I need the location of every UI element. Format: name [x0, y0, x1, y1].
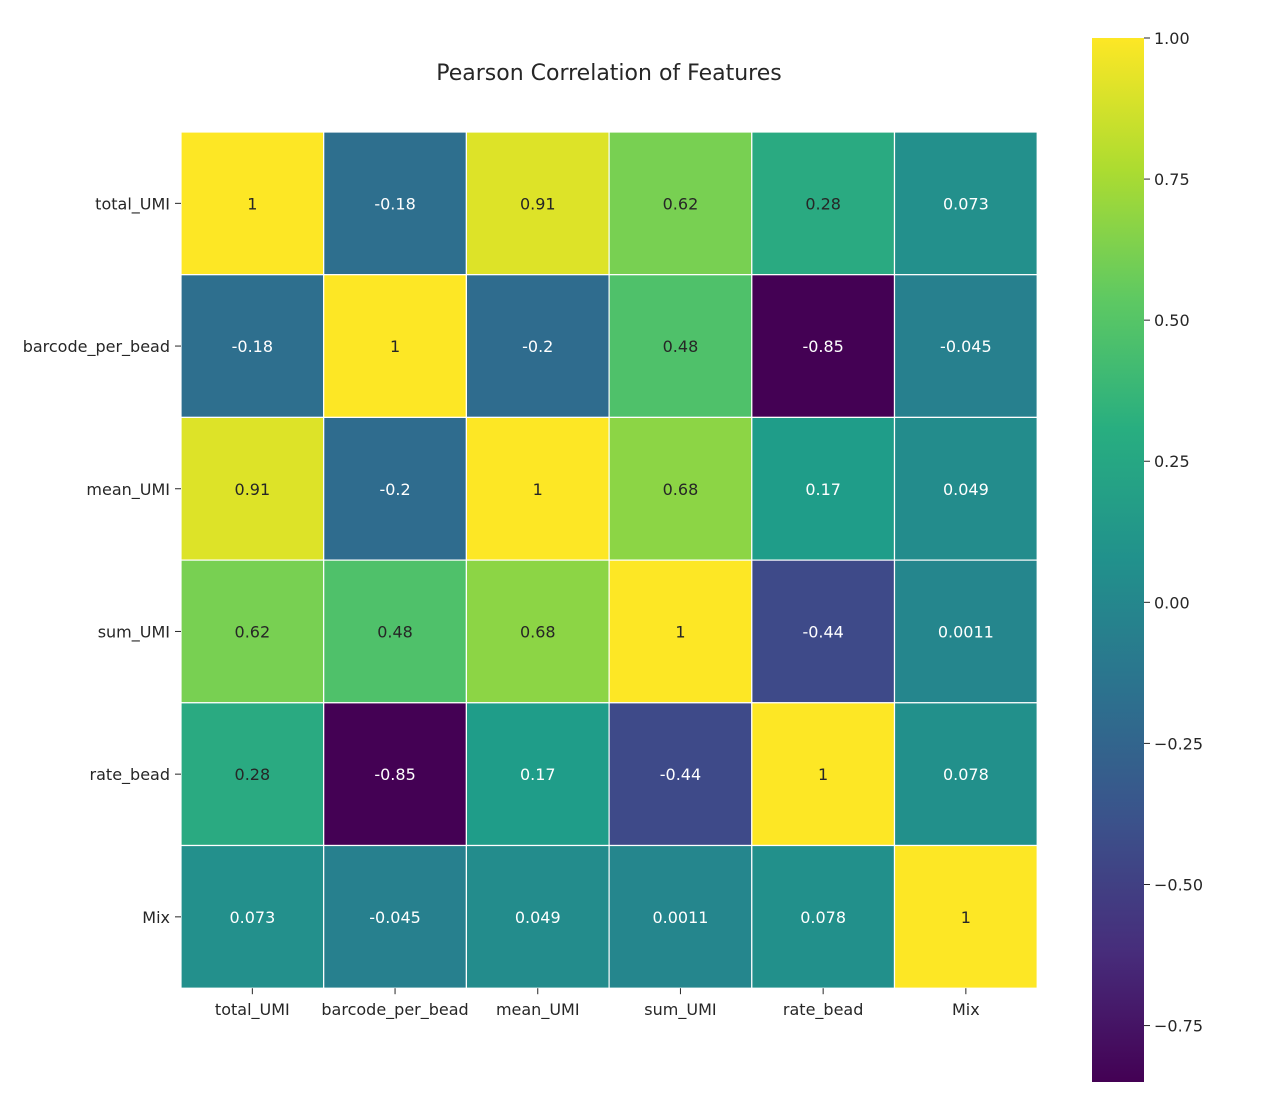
- y-tick-label: mean_UMI: [86, 480, 170, 500]
- colorbar: [1092, 38, 1144, 1082]
- cell-annotation: 0.073: [943, 194, 989, 213]
- cell-annotation: 0.68: [520, 622, 556, 641]
- cell-annotation: 0.17: [520, 765, 556, 784]
- colorbar-tick-label: 0.00: [1154, 593, 1190, 612]
- cell-annotation: 0.049: [515, 908, 561, 927]
- colorbar-tick-label: −0.50: [1154, 875, 1203, 894]
- cell-annotation: -0.045: [940, 337, 992, 356]
- cell-annotation: 0.91: [235, 480, 271, 499]
- cell-annotation: 1: [247, 194, 257, 213]
- y-tick-label: total_UMI: [95, 194, 170, 214]
- colorbar-tick-label: 0.75: [1154, 170, 1190, 189]
- colorbar-tick-label: 0.50: [1154, 311, 1190, 330]
- cell-annotation: -0.44: [660, 765, 701, 784]
- cell-annotation: 0.17: [805, 480, 841, 499]
- cell-annotation: 1: [961, 908, 971, 927]
- cell-annotation: 0.078: [800, 908, 846, 927]
- y-tick-label: rate_bead: [90, 765, 170, 785]
- y-tick-label: barcode_per_bead: [23, 337, 170, 357]
- cell-annotation: 0.48: [377, 622, 413, 641]
- cell-annotation: -0.18: [374, 194, 415, 213]
- colorbar-tick-label: −0.75: [1154, 1017, 1203, 1036]
- cell-annotation: -0.045: [369, 908, 421, 927]
- cell-annotation: 0.0011: [652, 908, 708, 927]
- colorbar-tick-label: 1.00: [1154, 29, 1190, 48]
- cell-annotation: -0.44: [802, 622, 843, 641]
- x-tick-label: barcode_per_bead: [321, 1000, 468, 1020]
- cell-annotation: -0.18: [232, 337, 273, 356]
- x-tick-label: total_UMI: [215, 1000, 290, 1020]
- x-tick-label: rate_bead: [783, 1000, 863, 1020]
- cell-annotation: 0.68: [663, 480, 699, 499]
- cell-annotation: -0.85: [374, 765, 415, 784]
- cell-annotation: 0.078: [943, 765, 989, 784]
- cell-annotation: 1: [818, 765, 828, 784]
- cell-annotation: -0.2: [522, 337, 553, 356]
- cell-annotation: 0.073: [229, 908, 275, 927]
- cell-annotation: 1: [675, 622, 685, 641]
- cell-annotation: 0.28: [805, 194, 841, 213]
- x-tick-label: mean_UMI: [496, 1000, 580, 1020]
- y-tick-label: Mix: [142, 908, 170, 927]
- cell-annotation: 0.62: [235, 622, 271, 641]
- cell-annotation: 0.91: [520, 194, 556, 213]
- cell-annotation: 0.0011: [938, 622, 994, 641]
- cell-annotation: 0.62: [663, 194, 699, 213]
- cell-annotation: -0.85: [802, 337, 843, 356]
- cell-annotation: -0.2: [379, 480, 410, 499]
- cell-annotation: 0.049: [943, 480, 989, 499]
- colorbar-tick-label: 0.25: [1154, 452, 1190, 471]
- cell-annotation: 1: [390, 337, 400, 356]
- x-tick-label: sum_UMI: [644, 1000, 716, 1020]
- chart-title: Pearson Correlation of Features: [436, 61, 782, 86]
- x-tick-label: Mix: [952, 1000, 980, 1019]
- cell-annotation: 0.28: [235, 765, 271, 784]
- cell-annotation: 0.48: [663, 337, 699, 356]
- y-tick-label: sum_UMI: [98, 622, 170, 642]
- cell-annotation: 1: [533, 480, 543, 499]
- colorbar-tick-label: −0.25: [1154, 734, 1203, 753]
